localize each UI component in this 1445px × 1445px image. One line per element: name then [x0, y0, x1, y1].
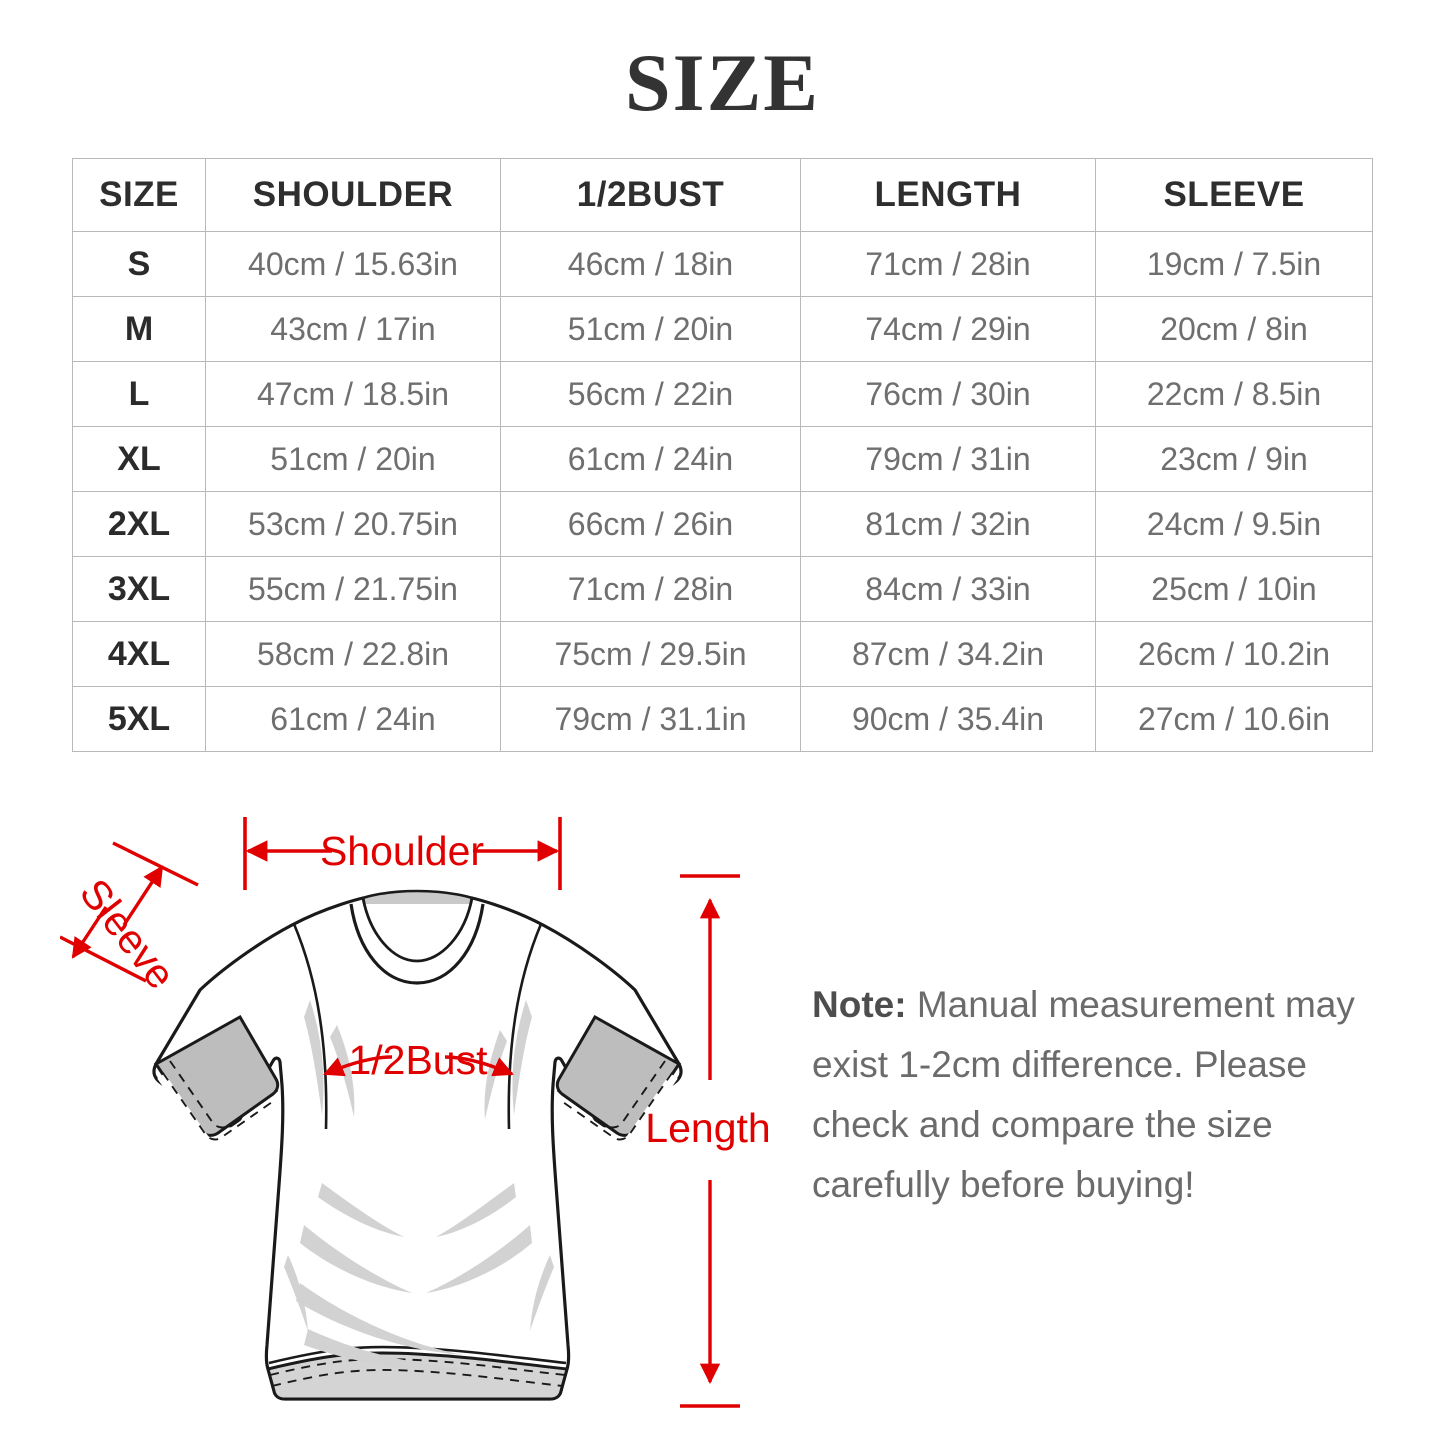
- column-header-shoulder: SHOULDER: [205, 158, 501, 232]
- cell-sleeve: 19cm / 7.5in: [1095, 231, 1373, 297]
- note-text: Manual measurement may exist 1-2cm diffe…: [812, 984, 1355, 1205]
- cell-bust: 75cm / 29.5in: [500, 621, 801, 687]
- length-measure-annotation: Length: [645, 874, 771, 1408]
- cell-sleeve: 20cm / 8in: [1095, 296, 1373, 362]
- cell-size: 5XL: [72, 686, 206, 752]
- garment-outline: [152, 889, 683, 1401]
- cell-sleeve: 25cm / 10in: [1095, 556, 1373, 622]
- table-row: 2XL 53cm / 20.75in 66cm / 26in 81cm / 32…: [72, 491, 1373, 557]
- table-row: 5XL 61cm / 24in 79cm / 31.1in 90cm / 35.…: [72, 686, 1373, 752]
- cell-bust: 56cm / 22in: [500, 361, 801, 427]
- cell-shoulder: 53cm / 20.75in: [205, 491, 501, 557]
- cell-sleeve: 26cm / 10.2in: [1095, 621, 1373, 687]
- table-row: 3XL 55cm / 21.75in 71cm / 28in 84cm / 33…: [72, 556, 1373, 622]
- table-row: S 40cm / 15.63in 46cm / 18in 71cm / 28in…: [72, 231, 1373, 297]
- bust-measure-annotation: 1/2Bust: [323, 1037, 514, 1083]
- sleeve-measure-annotation: Sleeve: [60, 841, 199, 997]
- cell-length: 71cm / 28in: [800, 231, 1096, 297]
- cell-size: M: [72, 296, 206, 362]
- table-row: 4XL 58cm / 22.8in 75cm / 29.5in 87cm / 3…: [72, 621, 1373, 687]
- tshirt-illustration: Shoulder Sleeve 1/2Bust Length: [60, 817, 771, 1408]
- cell-shoulder: 58cm / 22.8in: [205, 621, 501, 687]
- cell-length: 74cm / 29in: [800, 296, 1096, 362]
- cell-length: 87cm / 34.2in: [800, 621, 1096, 687]
- cell-sleeve: 22cm / 8.5in: [1095, 361, 1373, 427]
- cell-sleeve: 24cm / 9.5in: [1095, 491, 1373, 557]
- cell-shoulder: 40cm / 15.63in: [205, 231, 501, 297]
- cell-length: 90cm / 35.4in: [800, 686, 1096, 752]
- shoulder-measure-annotation: Shoulder: [243, 817, 562, 890]
- size-chart-table: SIZE SHOULDER 1/2BUST LENGTH SLEEVE S 40…: [72, 158, 1373, 752]
- cell-shoulder: 55cm / 21.75in: [205, 556, 501, 622]
- cell-size: 4XL: [72, 621, 206, 687]
- cell-sleeve: 23cm / 9in: [1095, 426, 1373, 492]
- table-row: L 47cm / 18.5in 56cm / 22in 76cm / 30in …: [72, 361, 1373, 427]
- cell-length: 84cm / 33in: [800, 556, 1096, 622]
- table-header-row: SIZE SHOULDER 1/2BUST LENGTH SLEEVE: [72, 158, 1373, 232]
- cell-size: 3XL: [72, 556, 206, 622]
- cell-bust: 46cm / 18in: [500, 231, 801, 297]
- cell-length: 76cm / 30in: [800, 361, 1096, 427]
- cell-shoulder: 61cm / 24in: [205, 686, 501, 752]
- page-title: SIZE: [625, 37, 820, 128]
- table-row: XL 51cm / 20in 61cm / 24in 79cm / 31in 2…: [72, 426, 1373, 492]
- cell-bust: 71cm / 28in: [500, 556, 801, 622]
- cell-bust: 66cm / 26in: [500, 491, 801, 557]
- column-header-bust: 1/2BUST: [500, 158, 801, 232]
- cell-shoulder: 47cm / 18.5in: [205, 361, 501, 427]
- cell-bust: 61cm / 24in: [500, 426, 801, 492]
- cell-size: L: [72, 361, 206, 427]
- cell-length: 81cm / 32in: [800, 491, 1096, 557]
- cell-length: 79cm / 31in: [800, 426, 1096, 492]
- note-label: Note:: [812, 984, 907, 1025]
- cell-size: S: [72, 231, 206, 297]
- cell-shoulder: 51cm / 20in: [205, 426, 501, 492]
- cell-bust: 51cm / 20in: [500, 296, 801, 362]
- cell-size: XL: [72, 426, 206, 492]
- tshirt-measurement-diagram: Shoulder Sleeve 1/2Bust Length: [0, 775, 1445, 1445]
- cell-sleeve: 27cm / 10.6in: [1095, 686, 1373, 752]
- column-header-size: SIZE: [72, 158, 206, 232]
- column-header-length: LENGTH: [800, 158, 1096, 232]
- table-row: M 43cm / 17in 51cm / 20in 74cm / 29in 20…: [72, 296, 1373, 362]
- cell-shoulder: 43cm / 17in: [205, 296, 501, 362]
- cell-bust: 79cm / 31.1in: [500, 686, 801, 752]
- column-header-sleeve: SLEEVE: [1095, 158, 1373, 232]
- length-label: Length: [645, 1105, 770, 1151]
- bust-label: 1/2Bust: [348, 1037, 488, 1083]
- cell-size: 2XL: [72, 491, 206, 557]
- shoulder-label: Shoulder: [320, 828, 484, 874]
- measurement-note: Note: Manual measurement may exist 1-2cm…: [812, 975, 1397, 1215]
